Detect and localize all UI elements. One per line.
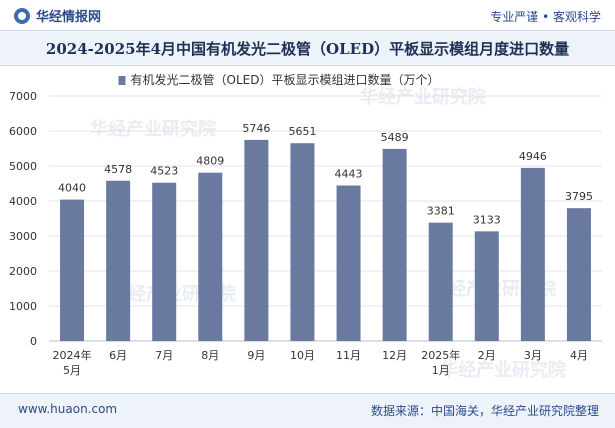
brand-name: 华经情报网 bbox=[36, 10, 102, 25]
legend-label: 有机发光二极管（OLED）平板显示模组进口数量（万个） bbox=[131, 72, 440, 87]
watermark-text: 华经产业研究院 bbox=[90, 118, 216, 140]
x-tick-label: 5月 bbox=[63, 364, 81, 377]
bar bbox=[474, 231, 499, 341]
x-tick-label: 7月 bbox=[155, 349, 173, 362]
top-bar: 华经情报网 专业严谨 • 客观科学 bbox=[0, 0, 615, 30]
y-tick-label: 3000 bbox=[9, 230, 37, 243]
watermark-text: 华经产业研究院 bbox=[360, 86, 486, 108]
bar bbox=[244, 139, 269, 341]
bar bbox=[382, 148, 407, 341]
bar bbox=[428, 222, 453, 341]
data-label: 5651 bbox=[288, 125, 316, 138]
x-tick-label: 11月 bbox=[336, 349, 361, 362]
title-band: 2024-2025年4月中国有机发光二极管（OLED）平板显示模组月度进口数量 bbox=[0, 30, 615, 66]
bar bbox=[60, 199, 85, 341]
y-tick-label: 6000 bbox=[9, 125, 37, 138]
bar bbox=[566, 208, 591, 341]
x-tick-label: 1月 bbox=[432, 364, 450, 377]
data-label: 4946 bbox=[519, 150, 547, 163]
chart-title: 2024-2025年4月中国有机发光二极管（OLED）平板显示模组月度进口数量 bbox=[45, 40, 570, 58]
x-tick-label: 3月 bbox=[524, 349, 542, 362]
legend-swatch bbox=[118, 76, 126, 85]
x-tick-label: 6月 bbox=[109, 349, 127, 362]
bar bbox=[152, 182, 177, 341]
x-tick-label: 12月 bbox=[382, 349, 407, 362]
bar bbox=[290, 143, 315, 341]
x-tick-label: 2025年 bbox=[421, 348, 460, 362]
y-tick-label: 0 bbox=[30, 335, 37, 348]
y-tick-label: 1000 bbox=[9, 300, 37, 313]
data-label: 3795 bbox=[565, 190, 593, 203]
data-label: 4040 bbox=[58, 182, 86, 195]
data-label: 3381 bbox=[427, 205, 455, 218]
y-tick-label: 5000 bbox=[9, 160, 37, 173]
y-tick-label: 2000 bbox=[9, 265, 37, 278]
data-label: 5746 bbox=[242, 122, 270, 135]
y-tick-label: 7000 bbox=[9, 90, 37, 103]
x-tick-label: 9月 bbox=[247, 349, 265, 362]
data-label: 4809 bbox=[196, 155, 224, 168]
brand-logo-icon bbox=[14, 7, 30, 24]
footer-source: 数据来源：中国海关，华经产业研究院整理 bbox=[370, 404, 599, 418]
data-label: 4578 bbox=[104, 163, 132, 176]
x-tick-label: 2024年 bbox=[53, 348, 92, 362]
bar bbox=[106, 180, 131, 341]
bar bbox=[336, 185, 361, 341]
footer-website: www.huaon.com bbox=[18, 402, 118, 416]
tagline: 专业严谨 • 客观科学 bbox=[490, 10, 601, 24]
bar bbox=[520, 167, 545, 341]
y-tick-label: 4000 bbox=[9, 195, 37, 208]
x-tick-label: 4月 bbox=[570, 349, 588, 362]
x-tick-label: 2月 bbox=[478, 349, 496, 362]
data-label: 4443 bbox=[335, 167, 363, 180]
x-tick-label: 8月 bbox=[201, 349, 219, 362]
watermark-text: 华经产业研究院 bbox=[440, 359, 566, 381]
x-tick-label: 10月 bbox=[290, 349, 315, 362]
data-label: 4523 bbox=[150, 165, 178, 178]
brand-logo: 华经情报网 bbox=[14, 6, 101, 25]
bar bbox=[198, 172, 223, 341]
footer: www.huaon.com 数据来源：中国海关，华经产业研究院整理 bbox=[0, 393, 615, 428]
data-label: 5489 bbox=[381, 131, 409, 144]
data-label: 3133 bbox=[473, 213, 501, 226]
